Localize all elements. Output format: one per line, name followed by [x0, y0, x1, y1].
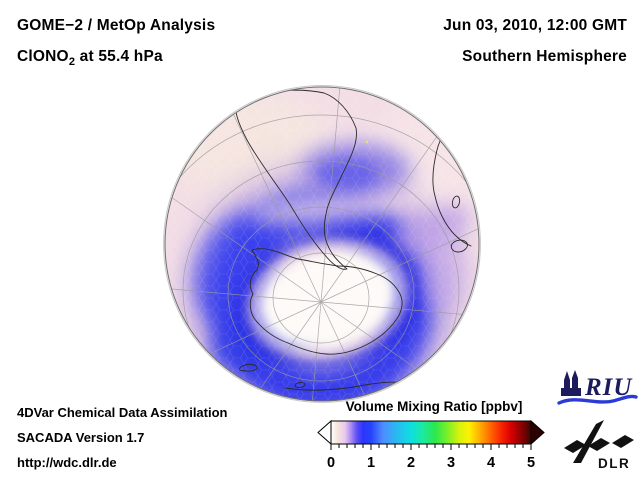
colorbar-right-arrow — [530, 419, 545, 446]
data-speck — [365, 140, 369, 144]
hemisphere-label: Southern Hemisphere — [462, 48, 627, 65]
colorbar-tick-label: 3 — [447, 455, 455, 471]
graticule — [165, 87, 479, 401]
pressure-level: at 55.4 hPa — [75, 48, 163, 65]
globe-rim-outer — [163, 85, 481, 403]
assimilation-label: 4DVar Chemical Data Assimilation — [17, 405, 228, 420]
island-outline — [239, 363, 258, 372]
riu-logo: RIU — [557, 370, 638, 405]
colorbar-tick-label: 2 — [407, 455, 415, 471]
island-outline — [450, 239, 468, 253]
colorbar-gradient-bar — [330, 420, 532, 445]
species-level-line: ClONO2 at 55.4 hPa — [17, 41, 215, 72]
colorbar-tick-label: 4 — [487, 455, 495, 471]
colorbar-tick-label: 5 — [527, 455, 535, 471]
hex-grid-texture — [165, 87, 479, 401]
dlr-star-icon — [564, 420, 634, 463]
version-label: SACADA Version 1.7 — [17, 430, 145, 445]
coastline-south-america — [234, 89, 357, 270]
header-right: Jun 03, 2010, 12:00 GMT Southern Hemisph… — [443, 10, 627, 72]
colorbar-left-arrow — [317, 419, 332, 446]
dlr-logo: DLR — [564, 420, 634, 471]
island-outline — [451, 195, 461, 209]
island-outline — [294, 381, 306, 389]
species-subscript: 2 — [68, 56, 76, 69]
globe-data-field — [165, 87, 479, 401]
colorbar-tick-label: 1 — [367, 455, 375, 471]
globe-rim — [164, 86, 480, 402]
colorbar-tick-label: 0 — [327, 455, 335, 471]
colorbar: 0 1 2 3 4 5 — [317, 419, 545, 471]
colorbar-tick-labels: 0 1 2 3 4 5 — [327, 455, 535, 471]
header-left: GOME−2 / MetOp Analysis ClONO2 at 55.4 h… — [17, 10, 215, 72]
colorbar-ticks — [330, 444, 532, 450]
globe-map — [163, 85, 481, 403]
url-label: http://wdc.dlr.de — [17, 455, 117, 470]
datetime-label: Jun 03, 2010, 12:00 GMT — [443, 17, 627, 34]
cathedral-icon — [561, 370, 581, 396]
wave-swoosh-icon — [557, 394, 638, 405]
footer-credits: 4DVar Chemical Data Assimilation SACADA … — [17, 400, 228, 475]
coastline-antarctica — [249, 248, 403, 355]
analysis-title: GOME−2 / MetOp Analysis — [17, 17, 216, 34]
species-name: ClONO — [17, 48, 69, 65]
dlr-logo-text: DLR — [598, 456, 630, 471]
data-speck — [268, 89, 272, 93]
colorbar-title: Volume Mixing Ratio [ppbv] — [345, 399, 523, 414]
